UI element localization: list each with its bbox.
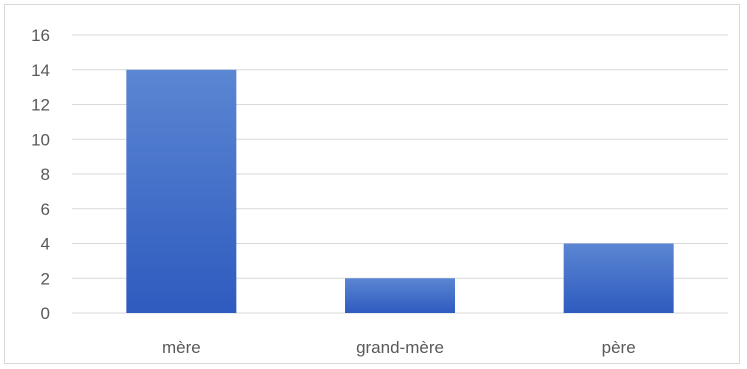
y-tick-label: 0 bbox=[41, 304, 50, 323]
y-tick-label: 14 bbox=[31, 61, 50, 80]
y-tick-label: 4 bbox=[41, 235, 50, 254]
y-tick-label: 10 bbox=[31, 130, 50, 149]
y-tick-label: 16 bbox=[31, 26, 50, 45]
x-category-label: grand-mère bbox=[356, 338, 444, 357]
y-tick-label: 6 bbox=[41, 200, 50, 219]
x-category-label: père bbox=[602, 338, 636, 357]
x-axis-labels: mère grand-mère père bbox=[162, 338, 636, 357]
y-tick-label: 2 bbox=[41, 269, 50, 288]
bar-1 bbox=[345, 278, 455, 313]
bar-2 bbox=[563, 243, 674, 313]
y-tick-label: 12 bbox=[31, 96, 50, 115]
x-category-label: mère bbox=[162, 338, 201, 357]
y-axis-ticks: 0 2 4 6 8 10 12 14 16 bbox=[31, 26, 50, 323]
bar-0 bbox=[126, 69, 237, 313]
bars bbox=[126, 69, 674, 313]
y-tick-label: 8 bbox=[41, 165, 50, 184]
